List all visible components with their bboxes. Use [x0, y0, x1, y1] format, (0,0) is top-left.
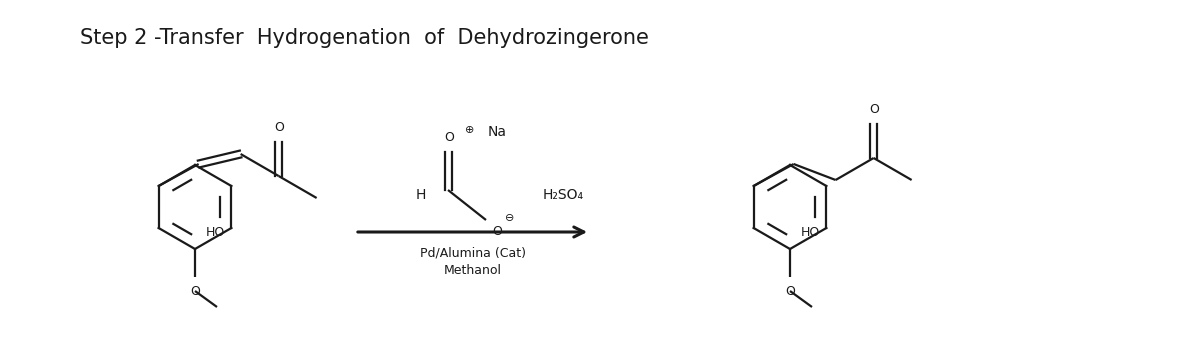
Text: Na: Na: [488, 125, 508, 139]
Text: O: O: [275, 121, 284, 134]
Text: O: O: [785, 285, 794, 298]
Text: Methanol: Methanol: [444, 264, 502, 277]
Text: O: O: [870, 103, 880, 116]
Text: Step 2 -Transfer  Hydrogenation  of  Dehydrozingerone: Step 2 -Transfer Hydrogenation of Dehydr…: [80, 28, 649, 48]
Text: Pd/Alumina (Cat): Pd/Alumina (Cat): [420, 246, 526, 259]
Text: HO: HO: [802, 225, 821, 239]
Text: O: O: [492, 225, 502, 238]
Text: O: O: [444, 131, 454, 144]
Text: ⊖: ⊖: [505, 213, 515, 223]
Text: H: H: [415, 188, 426, 202]
Text: H₂SO₄: H₂SO₄: [542, 188, 584, 202]
Text: HO: HO: [206, 225, 226, 239]
Text: O: O: [190, 285, 200, 298]
Text: ⊕: ⊕: [466, 125, 475, 135]
